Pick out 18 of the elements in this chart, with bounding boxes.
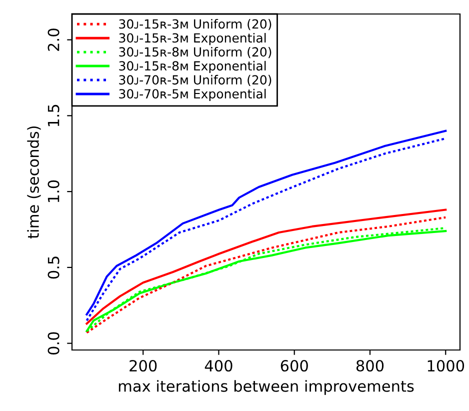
- legend-label: 30ᴊ-15ʀ-3ᴍ Exponential: [119, 32, 266, 46]
- x-tick-label: 400: [204, 360, 232, 372]
- x-tick-label: 800: [356, 360, 384, 372]
- legend-label: 30ᴊ-15ʀ-8ᴍ Uniform (20): [119, 46, 272, 58]
- x-tick-label: 200: [130, 360, 157, 372]
- x-tick-label: 1000: [428, 360, 464, 372]
- y-tick-label: 1.5: [48, 104, 60, 126]
- legend-label: 30ᴊ-70ʀ-5ᴍ Uniform (20): [119, 74, 272, 86]
- y-tick-label: 0.0: [48, 332, 60, 354]
- x-tick-label: 600: [280, 360, 308, 372]
- legend-label: 30ᴊ-15ʀ-8ᴍ Exponential: [119, 60, 266, 74]
- legend-label: 30ᴊ-70ʀ-5ᴍ Exponential: [119, 88, 266, 101]
- y-axis-title: time (seconds): [27, 126, 41, 238]
- y-tick-label: 2.0: [48, 28, 60, 51]
- y-tick-label: 0.5: [48, 256, 60, 279]
- legend-label: 30ᴊ-15ʀ-3ᴍ Uniform (20): [119, 19, 272, 30]
- y-tick-label: 1.0: [48, 180, 60, 202]
- x-axis-title: max iterations between improvements: [118, 380, 414, 395]
